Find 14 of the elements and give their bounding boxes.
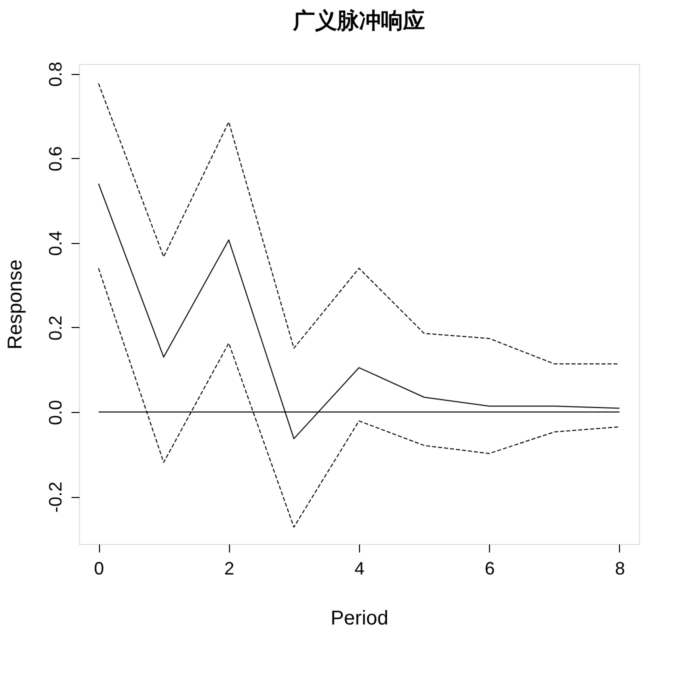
y-tick-label: -0.2 (46, 482, 66, 513)
x-tick-label: 4 (354, 558, 365, 578)
x-axis-title: Period (330, 608, 388, 630)
y-tick-label: 0.8 (46, 62, 66, 87)
y-tick-label: 0.0 (46, 400, 66, 426)
x-tick-label: 0 (94, 558, 104, 578)
y-tick-label: 0.4 (46, 230, 66, 256)
y-tick-label: 0.6 (46, 146, 66, 172)
x-tick-label: 8 (614, 558, 625, 578)
y-axis-title: Response (4, 259, 26, 350)
x-tick-label: 6 (484, 558, 495, 578)
chart-title: 广义脉冲响应 (292, 8, 425, 34)
x-tick-label: 2 (224, 558, 234, 578)
y-tick-label: 0.2 (46, 315, 66, 340)
